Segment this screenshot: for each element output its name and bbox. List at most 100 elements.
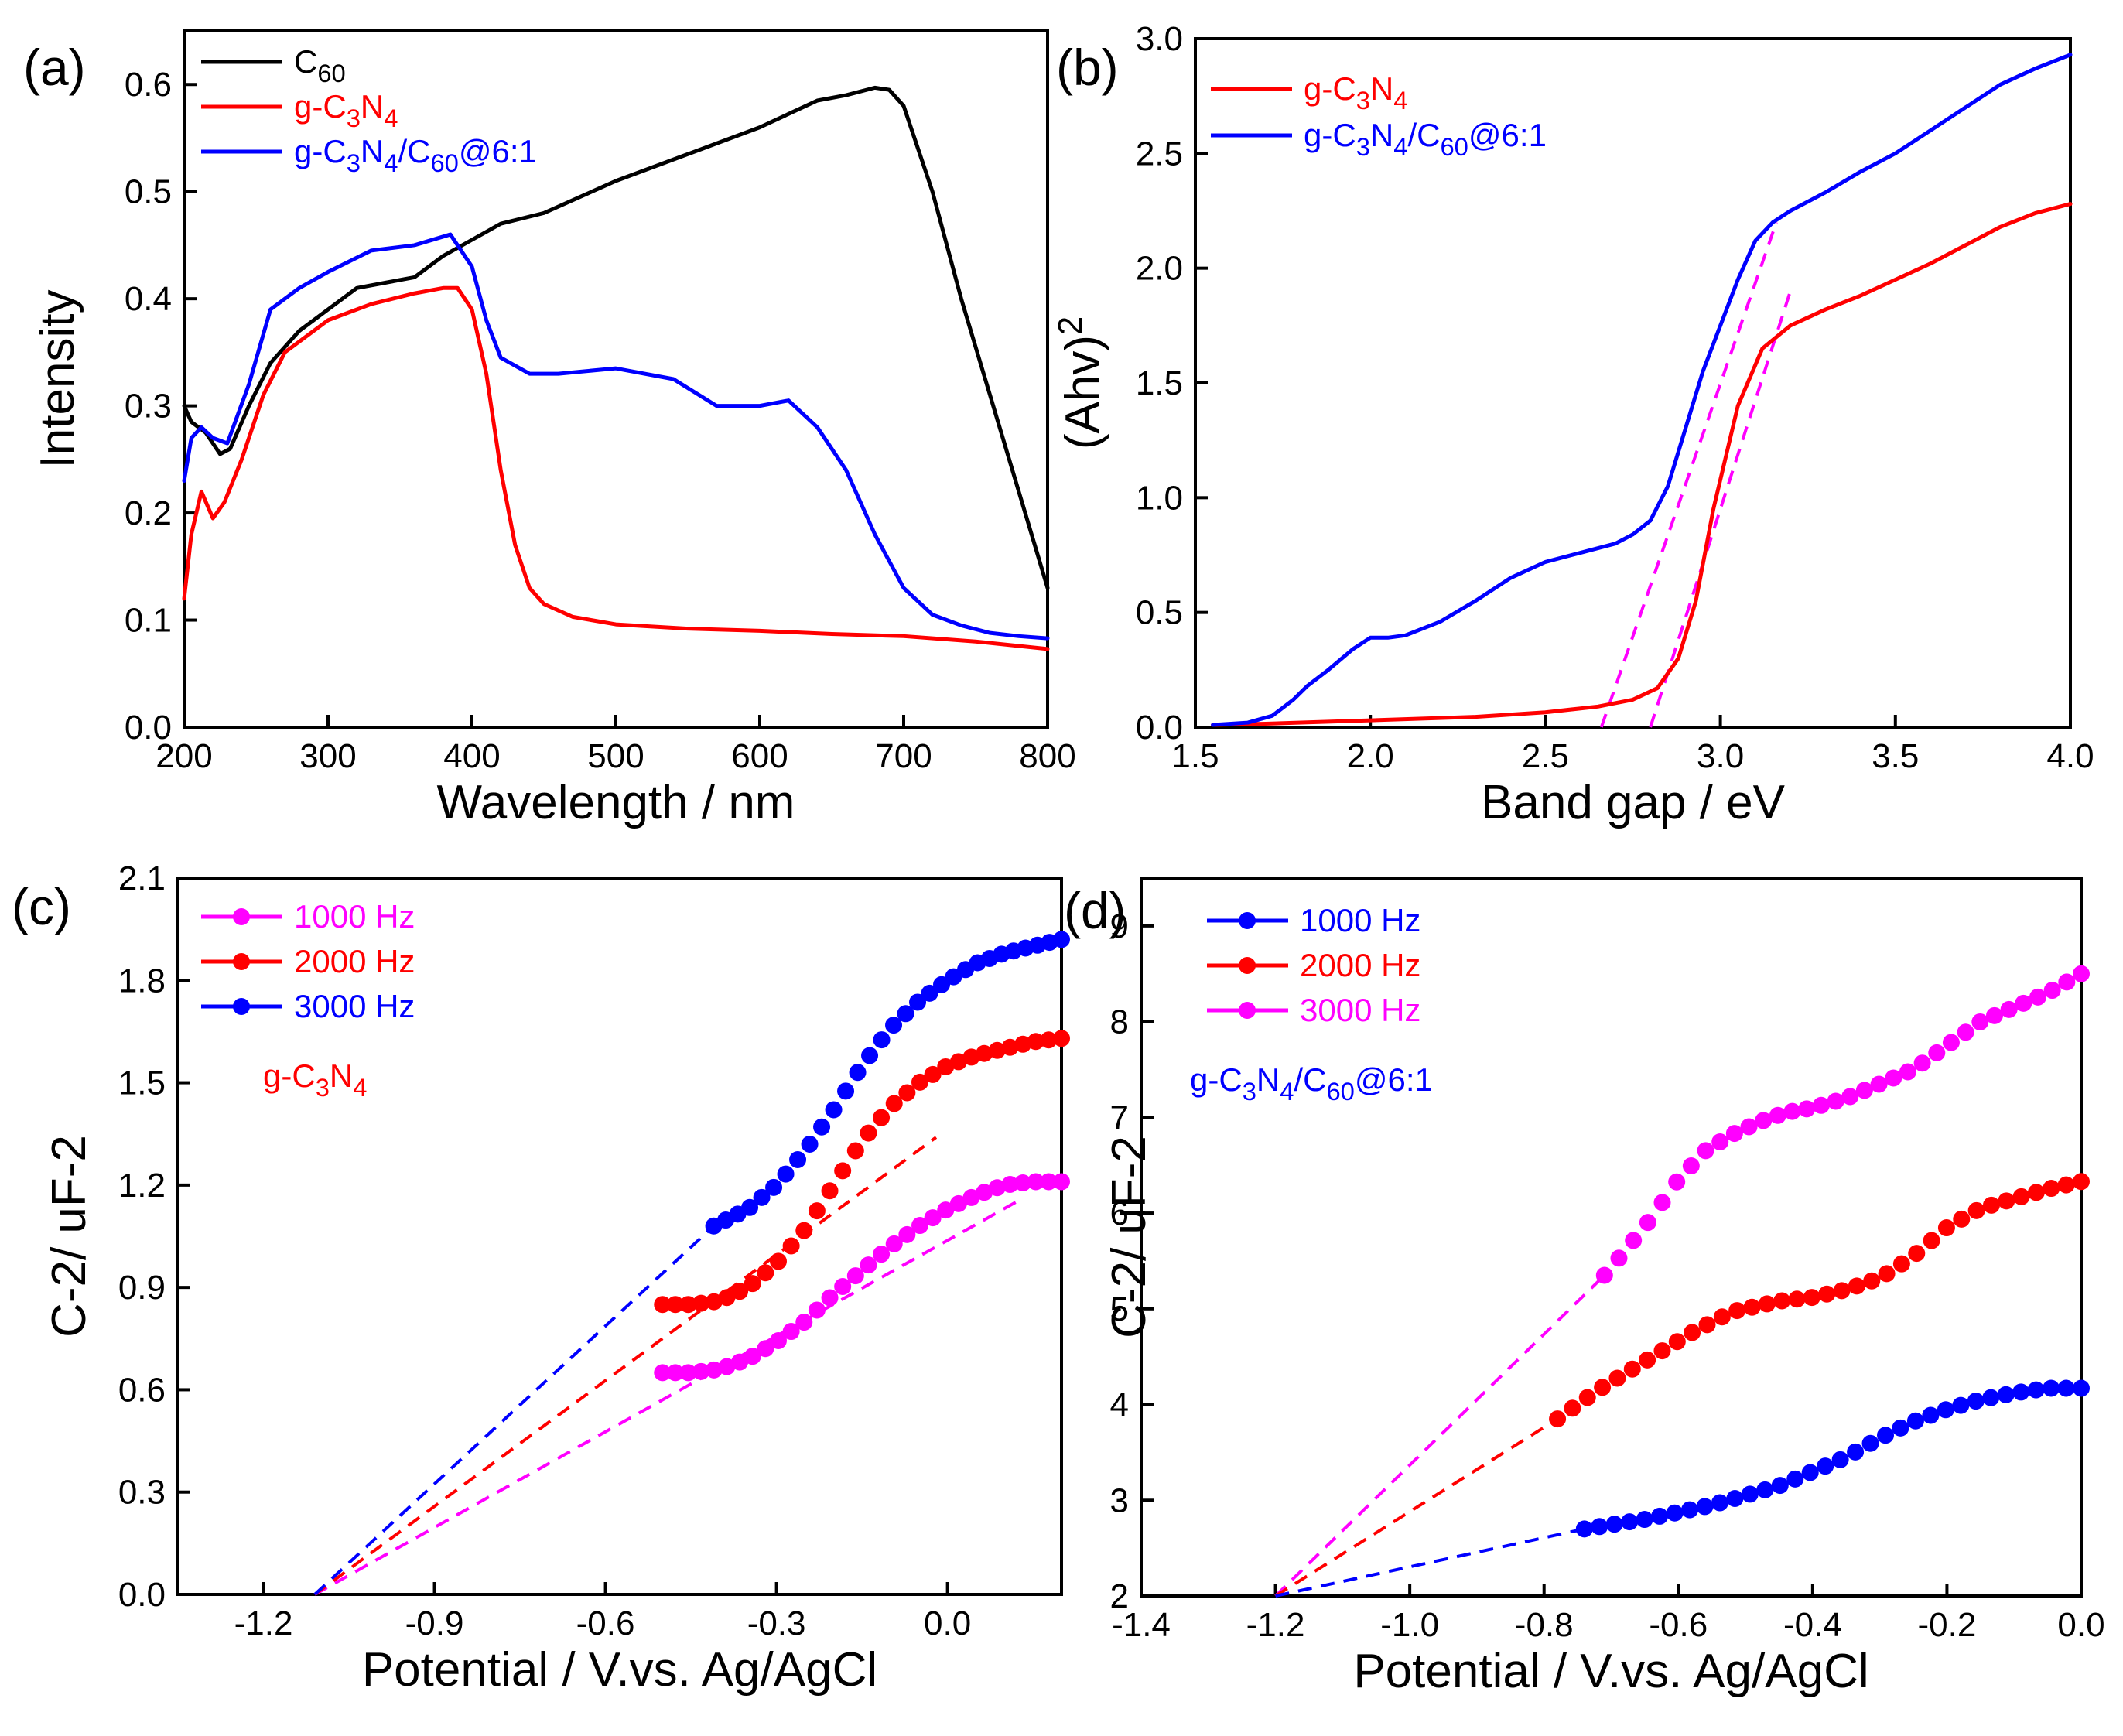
data-point [1971, 1013, 1989, 1030]
y-axis-title-sup: 2 [1052, 316, 1089, 335]
data-point [1027, 1033, 1044, 1051]
data-point [1605, 1516, 1623, 1533]
x-tick-label: -1.2 [234, 1604, 293, 1642]
data-point [1827, 1092, 1844, 1110]
panel-label: (a) [23, 39, 86, 96]
data-point [718, 1289, 736, 1307]
y-tick-label: 0.5 [125, 173, 172, 211]
y-tick-label: 3.0 [1136, 20, 1183, 58]
panel-d: -1.4 -1.2 -1.0 -0.8 -0.6 -0.4 -0.2 0.023456789P… [1064, 877, 2105, 1698]
data-point [1952, 1396, 1970, 1414]
legend-swatch-marker [233, 953, 250, 970]
data-point [921, 984, 938, 1002]
data-point [937, 1201, 955, 1219]
data-point [679, 1296, 697, 1314]
label-part: /C [1294, 1061, 1326, 1098]
data-point [1756, 1481, 1774, 1498]
x-tick-label: -0.2 [1918, 1606, 1977, 1644]
label-subscript: 3 [316, 1073, 330, 1102]
y-axis-title: Intensity [31, 290, 84, 469]
data-point [2029, 988, 2046, 1006]
x-axis-title: Potential / V.vs. Ag/AgCl [1353, 1645, 1868, 1698]
data-point [1786, 1470, 1804, 1488]
y-tick-label: 8 [1110, 1003, 1129, 1041]
data-point [1801, 1464, 1819, 1481]
data-point [1698, 1316, 1716, 1334]
legend-label: 2000 Hz [1300, 947, 1420, 983]
y-tick-label: 1.5 [118, 1064, 166, 1102]
y-tick-label: 1.0 [1136, 479, 1183, 517]
data-point [1610, 1249, 1628, 1267]
data-point [1668, 1173, 1686, 1191]
data-point [777, 1165, 795, 1183]
data-point [2027, 1381, 2045, 1399]
data-point [1783, 1102, 1801, 1120]
y-tick-label: 7 [1110, 1099, 1129, 1136]
series-line [1211, 202, 2073, 727]
data-point [731, 1283, 749, 1300]
data-point [1985, 1006, 2003, 1024]
data-point [1899, 1063, 1916, 1081]
data-point [692, 1294, 710, 1312]
fit-line [313, 1136, 938, 1596]
data-point [692, 1362, 710, 1380]
data-point [861, 1047, 879, 1064]
data-point [769, 1331, 787, 1349]
x-tick-label: 700 [875, 737, 932, 775]
x-tick-label: 0.0 [2057, 1606, 2104, 1644]
data-point [949, 1053, 967, 1071]
data-point [1728, 1302, 1746, 1320]
data-point [2043, 1379, 2060, 1397]
data-point [909, 993, 927, 1011]
data-point [873, 1109, 891, 1126]
data-point [1053, 1030, 1070, 1047]
y-tick-label: 0.5 [1136, 594, 1183, 632]
y-tick-label: 0.1 [125, 602, 172, 640]
panel-c: -1.2 -0.9 -0.6 -0.3 0.0 0.0 0.3 0.6 0.9 1.2 1.5 1.8… [12, 859, 1070, 1697]
data-point [1878, 1265, 1896, 1283]
data-point [825, 1101, 843, 1119]
data-point [1040, 1173, 1058, 1191]
x-tick-label: 500 [587, 737, 644, 775]
data-point [1578, 1389, 1596, 1406]
data-point [976, 1184, 993, 1201]
data-point [1967, 1201, 1985, 1219]
data-point [1841, 1088, 1859, 1106]
data-point [1696, 1498, 1714, 1516]
data-point [1755, 1112, 1773, 1129]
x-tick-label: 600 [731, 737, 788, 775]
legend-label: g-C3N4/C60@6:1 [294, 133, 537, 177]
data-point [666, 1364, 684, 1382]
data-point [1713, 1308, 1731, 1326]
x-tick-label: 300 [299, 737, 356, 775]
data-point [2027, 1184, 2045, 1201]
x-tick-label: -0.8 [1515, 1606, 1574, 1644]
data-point [873, 1246, 891, 1263]
data-point [1957, 1023, 1974, 1041]
y-tick-label: 2 [1110, 1577, 1129, 1615]
data-point [1788, 1290, 1806, 1308]
data-point [2043, 982, 2061, 1000]
data-point [821, 1182, 839, 1200]
data-point [1885, 1069, 1902, 1087]
data-point [765, 1178, 783, 1196]
data-point [2057, 1176, 2075, 1194]
x-tick-label: -1.4 [1112, 1606, 1171, 1644]
fit-line [1274, 1274, 1606, 1598]
x-tick-label: -0.4 [1783, 1606, 1842, 1644]
data-point [897, 1005, 914, 1023]
data-point [1636, 1511, 1653, 1529]
data-point [1711, 1133, 1729, 1151]
data-point [1928, 1044, 1946, 1061]
label-subscript: 60 [1440, 132, 1468, 161]
data-point [1594, 1379, 1612, 1396]
label-part: g-C [1304, 70, 1356, 107]
legend-swatch-marker [1239, 957, 1256, 974]
data-point [1653, 1194, 1671, 1211]
data-point [753, 1188, 771, 1206]
data-point [1591, 1518, 1608, 1536]
data-point [1982, 1389, 2000, 1406]
data-point [1711, 1494, 1728, 1512]
label-subscript: 60 [430, 149, 458, 177]
label-subscript: 4 [1393, 132, 1407, 161]
